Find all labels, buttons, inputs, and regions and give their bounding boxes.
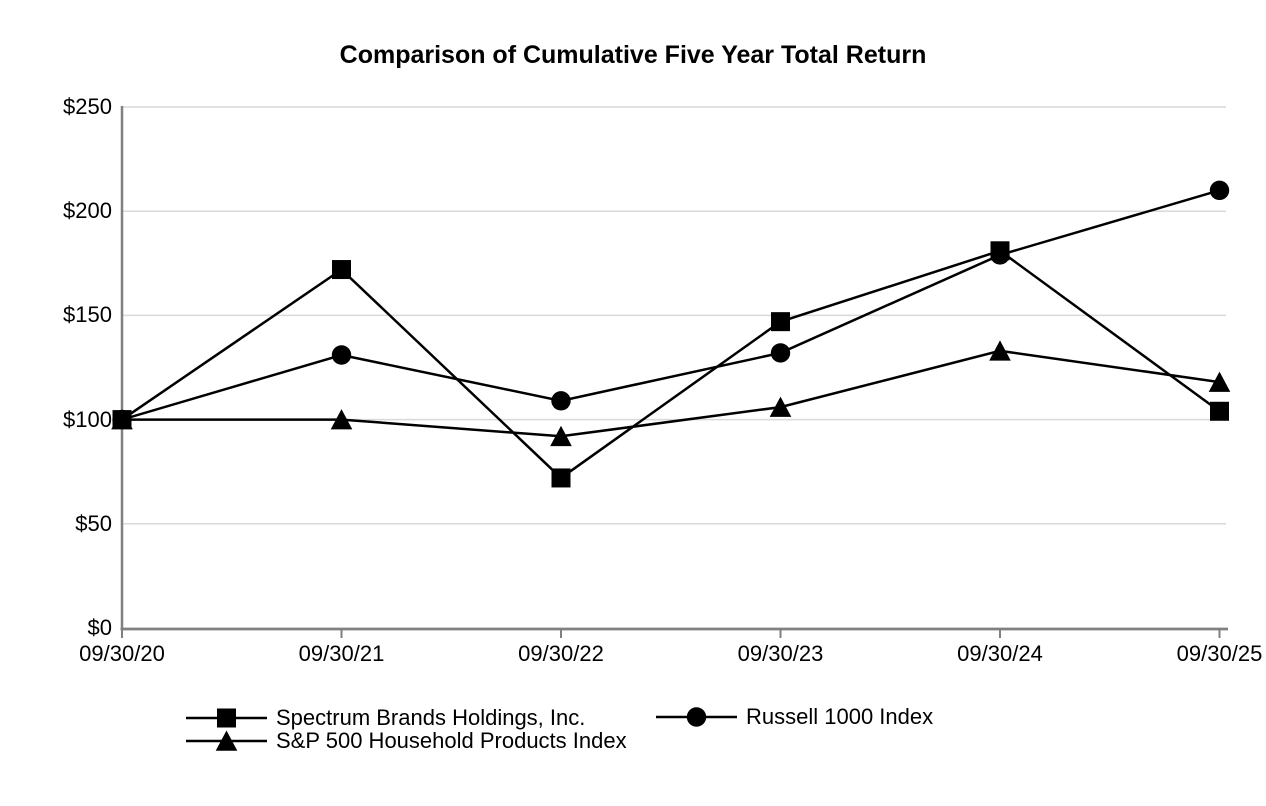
y-axis-label: $0 bbox=[87, 615, 112, 640]
square-marker bbox=[1210, 401, 1229, 421]
square-marker bbox=[771, 312, 790, 332]
legend-item-triangle: S&P 500 Household Products Index bbox=[186, 728, 627, 754]
legend-label: Spectrum Brands Holdings, Inc. bbox=[276, 705, 586, 730]
circle-marker bbox=[770, 343, 791, 363]
x-axis-label: 09/30/21 bbox=[298, 641, 385, 666]
triangle-marker bbox=[550, 425, 572, 447]
chart-title: Comparison of Cumulative Five Year Total… bbox=[339, 41, 927, 69]
triangle-marker bbox=[989, 340, 1011, 361]
legend-label: Russell 1000 Index bbox=[746, 704, 934, 729]
square-marker bbox=[217, 708, 236, 728]
triangle-marker bbox=[330, 409, 353, 430]
triangle-marker bbox=[1208, 371, 1231, 392]
legend-item-square: Spectrum Brands Holdings, Inc. bbox=[186, 705, 585, 731]
series-line-triangle bbox=[122, 349, 1220, 438]
x-axis-label: 09/30/23 bbox=[737, 641, 824, 666]
circle-marker bbox=[686, 707, 707, 727]
series-line-circle bbox=[121, 189, 1220, 421]
legend-label: S&P 500 Household Products Index bbox=[276, 728, 627, 753]
triangle-marker bbox=[769, 396, 792, 417]
square-marker bbox=[332, 260, 351, 280]
y-axis-label: $50 bbox=[75, 510, 112, 536]
square-marker bbox=[990, 241, 1010, 261]
y-axis-label: $200 bbox=[63, 198, 112, 224]
legend-item-circle: Russell 1000 Index bbox=[656, 704, 933, 730]
x-axis-label: 09/30/20 bbox=[79, 641, 165, 666]
x-axis-label: 09/30/22 bbox=[518, 641, 604, 666]
legend-sample-circle bbox=[656, 707, 737, 727]
triangle-marker bbox=[215, 730, 238, 751]
legend-sample-square bbox=[186, 708, 267, 728]
square-marker bbox=[112, 410, 132, 430]
circle-marker bbox=[551, 391, 571, 411]
x-axis-label: 09/30/25 bbox=[1176, 641, 1263, 666]
circle-marker bbox=[1209, 180, 1230, 201]
y-axis-label: $250 bbox=[63, 94, 112, 119]
series-line-square bbox=[121, 249, 1221, 480]
circle-marker bbox=[331, 345, 352, 365]
y-axis-label: $100 bbox=[63, 406, 112, 432]
legend-sample-triangle bbox=[186, 730, 267, 751]
square-marker bbox=[551, 468, 571, 488]
y-axis-label: $150 bbox=[63, 302, 112, 328]
x-axis-label: 09/30/24 bbox=[957, 641, 1043, 666]
